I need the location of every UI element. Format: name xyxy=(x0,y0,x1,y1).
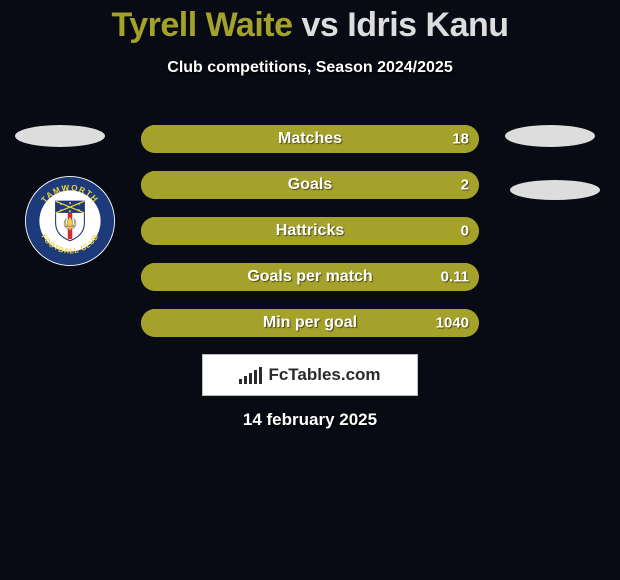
logo-text: FcTables.com xyxy=(268,365,380,385)
stat-bar: Matches 18 xyxy=(141,125,479,153)
stat-bar: Goals 2 xyxy=(141,171,479,199)
stat-bar: Hattricks 0 xyxy=(141,217,479,245)
stat-value-player2: 0 xyxy=(461,223,469,240)
stat-value-player2: 18 xyxy=(452,131,469,148)
vs-separator: vs xyxy=(301,6,338,44)
stat-label: Matches xyxy=(278,130,342,148)
date-label: 14 february 2025 xyxy=(0,410,620,430)
stat-label: Hattricks xyxy=(276,222,344,240)
stat-bar: Min per goal 1040 xyxy=(141,309,479,337)
subtitle: Club competitions, Season 2024/2025 xyxy=(0,59,620,77)
stat-value-player2: 1040 xyxy=(436,315,469,332)
stat-bar: Goals per match 0.11 xyxy=(141,263,479,291)
player1-club-badge: TAMWORTH FOOTBALL CLUB xyxy=(25,176,115,266)
stat-value-player2: 2 xyxy=(461,177,469,194)
player2-club-swatch xyxy=(510,180,600,200)
player2-color-swatch xyxy=(505,125,595,147)
stat-label: Goals xyxy=(288,176,332,194)
fctables-logo: FcTables.com xyxy=(202,354,418,396)
player1-name: Tyrell Waite xyxy=(111,6,292,44)
stat-label: Min per goal xyxy=(263,314,357,332)
player1-color-swatch xyxy=(15,125,105,147)
stat-label: Goals per match xyxy=(247,268,372,286)
player2-name: Idris Kanu xyxy=(347,6,508,44)
logo-bars-icon xyxy=(239,366,262,384)
comparison-title: Tyrell Waite vs Idris Kanu xyxy=(0,0,620,45)
stats-container: Matches 18 Goals 2 Hattricks 0 Goals per match… xyxy=(141,125,479,355)
stat-value-player2: 0.11 xyxy=(441,269,469,286)
